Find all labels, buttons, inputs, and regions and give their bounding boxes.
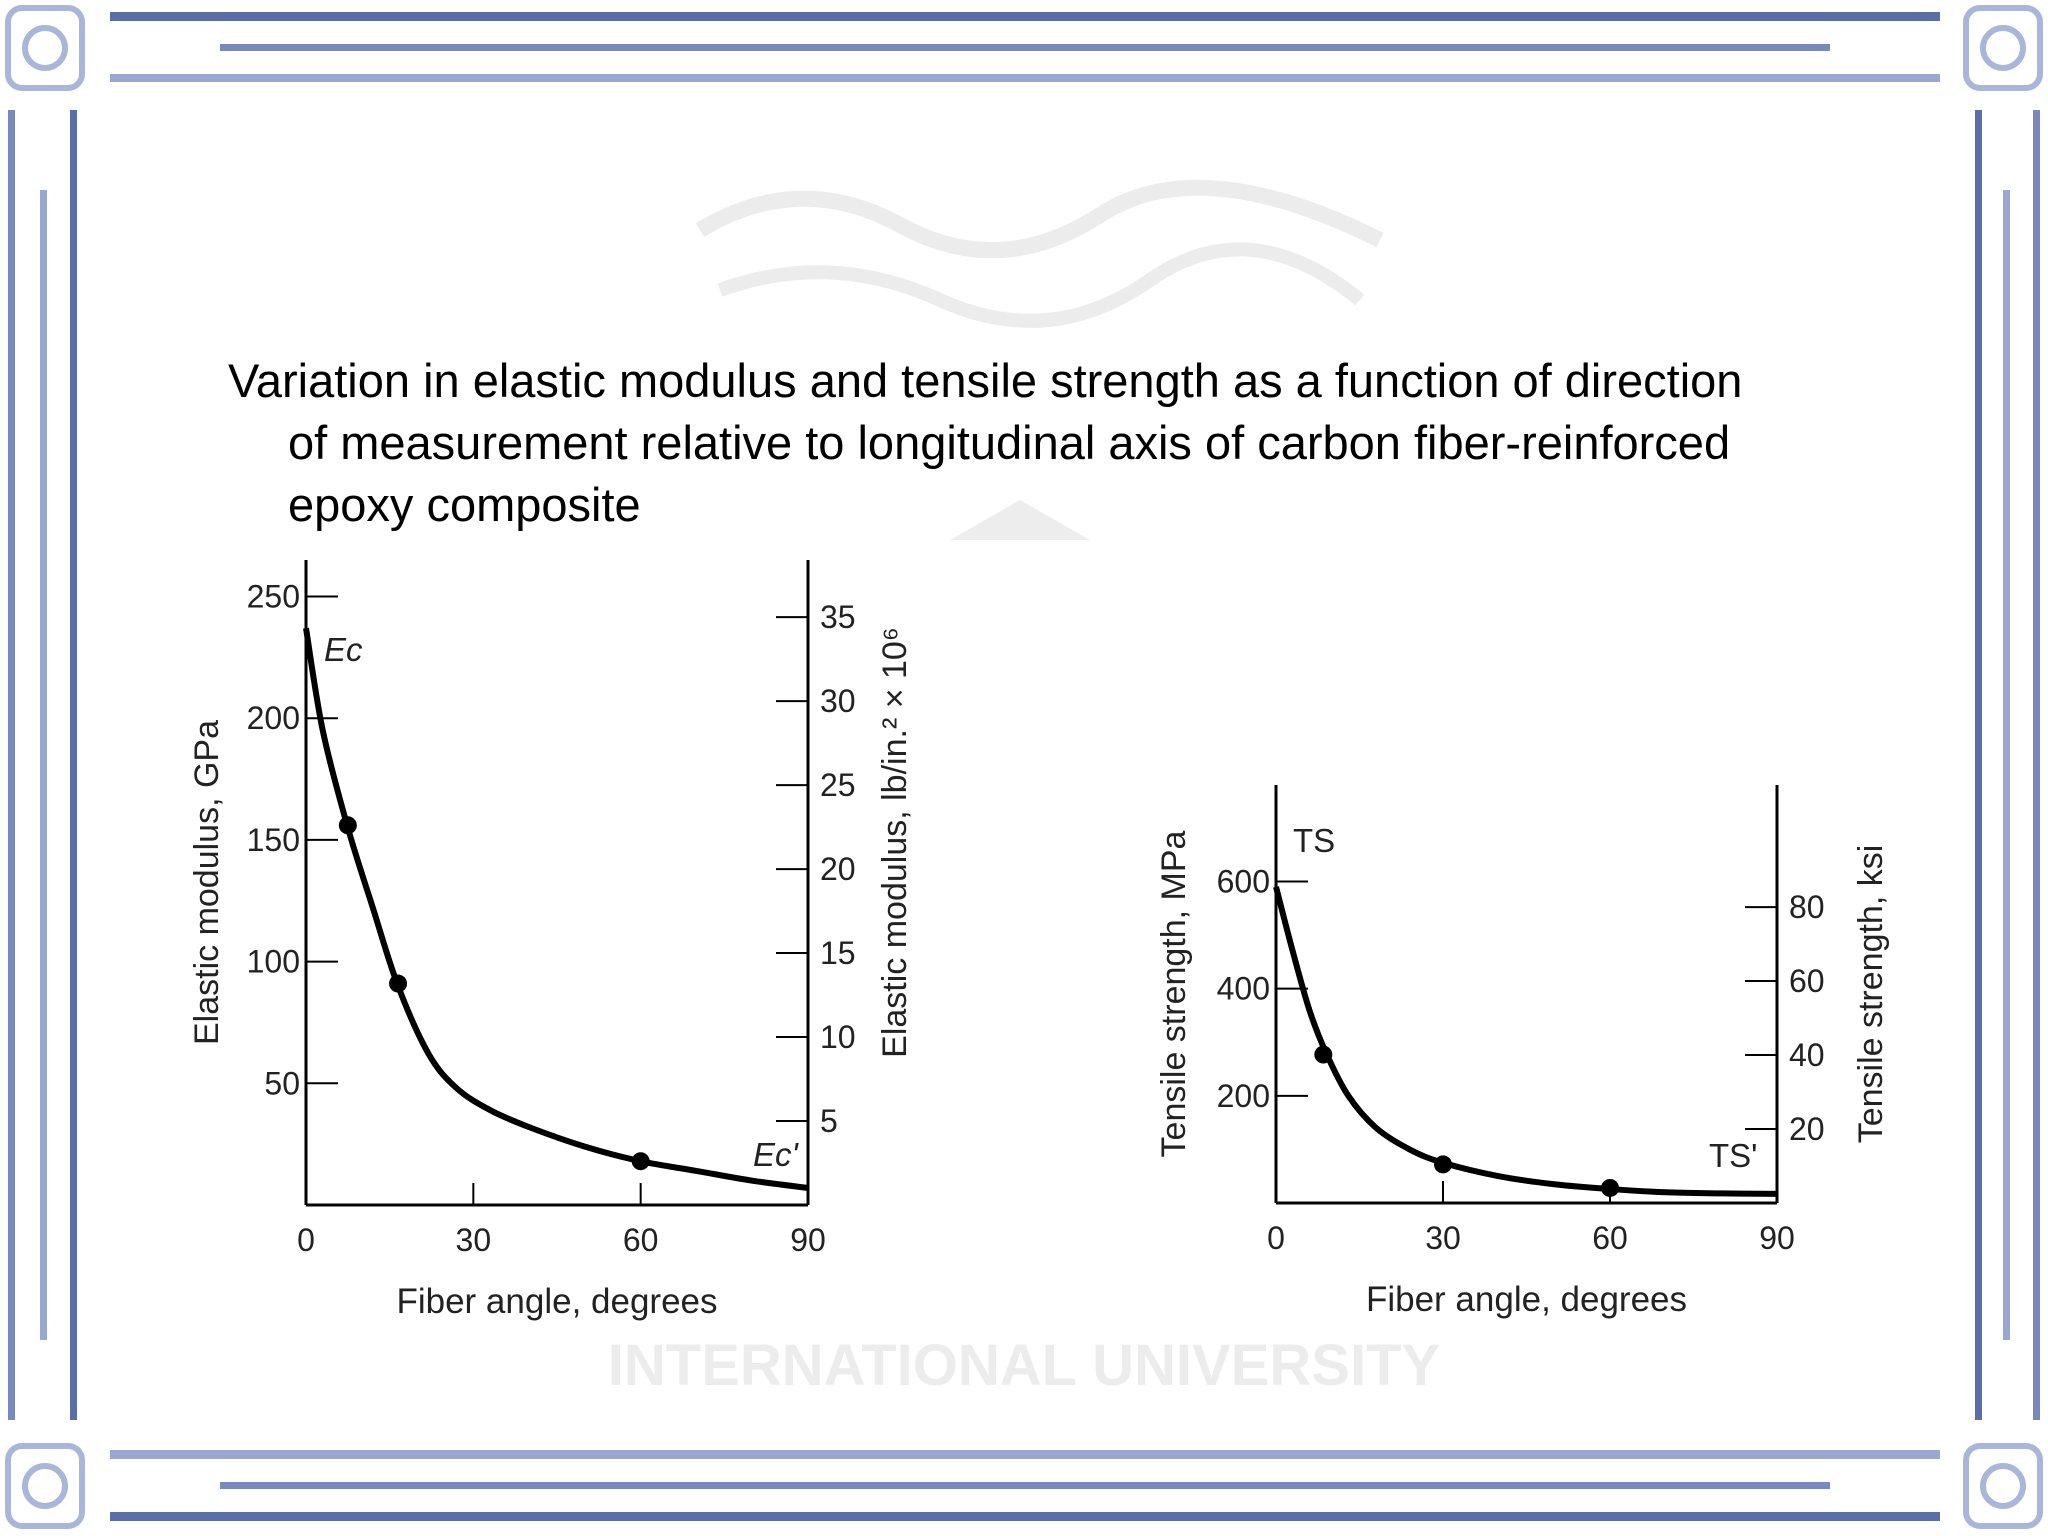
frame-bottom-rule-lower [110,1512,1940,1521]
y-axis-label: Tensile strength, MPa [1155,830,1193,1157]
frame-left-rule-lower [70,110,77,1420]
frame-top-rule-lower [110,74,1940,82]
y2-tick-label: 30 [820,683,856,719]
watermark-text: INTERNATIONAL UNIVERSITY [608,1333,1440,1398]
x-tick-label: 0 [297,1222,315,1258]
x-tick-label: 60 [623,1222,659,1258]
data-curve [303,627,809,1191]
frame-right-rule-lower [2033,110,2040,1420]
caption-line-2: of measurement relative to longitudinal … [288,416,1731,469]
corner-ornament-bottom-right [1963,1443,2043,1529]
x-tick-label: 0 [1267,1220,1285,1256]
data-point [631,1152,650,1171]
frame-top-rule-inner [220,44,1830,51]
data-curve [1273,886,1778,1197]
y2-tick-label: 80 [1789,889,1825,925]
y-tick-label: 100 [247,944,300,980]
y2-tick-label: 20 [1789,1111,1825,1147]
x-tick-label: 30 [456,1222,492,1258]
y2-tick-label: 20 [820,851,856,887]
frame-top-rule-outer [110,12,1940,21]
x-axis-label: Fiber angle, degrees [1366,1280,1687,1319]
frame-left-rule-inner [40,190,47,1340]
y-tick-label: 50 [264,1065,300,1101]
curve-label-start: TS [1293,822,1335,859]
y2-tick-label: 5 [820,1103,838,1139]
y2-tick-label: 40 [1789,1037,1825,1073]
y-tick-label: 250 [247,579,300,615]
y2-tick-label: 25 [820,767,856,803]
curve-label-end: Ec' [753,1136,800,1173]
y2-tick-label: 60 [1789,963,1825,999]
corner-ornament-top-right [1963,5,2043,91]
y2-axis-label: Tensile strength, ksi [1852,845,1890,1144]
x-tick-label: 30 [1425,1220,1461,1256]
university-logo-watermark: INTERNATIONAL UNIVERSITY [608,179,1440,1398]
x-tick-label: 90 [790,1222,826,1258]
data-point [1314,1045,1333,1064]
data-point [1601,1178,1619,1197]
frame-bottom-rule-outer [110,1450,1940,1459]
y2-tick-label: 15 [820,935,856,971]
y-axis-label: Elastic modulus, GPa [188,720,226,1045]
x-tick-label: 60 [1592,1220,1628,1256]
caption-line-1: Variation in elastic modulus and tensile… [228,354,1743,407]
y-tick-label: 200 [1217,1078,1270,1114]
y-tick-label: 400 [1217,971,1270,1007]
curve-label-start: Ec [324,631,363,668]
curve-label-end: TS' [1709,1137,1757,1174]
data-point [1434,1155,1452,1174]
caption-line-3: epoxy composite [288,478,641,531]
x-axis-label: Fiber angle, degrees [396,1282,717,1321]
y-tick-label: 200 [247,700,300,736]
y2-tick-label: 35 [820,599,856,635]
y2-tick-label: 10 [820,1019,856,1055]
y-tick-label: 600 [1217,863,1270,899]
slide-caption: Variation in elastic modulus and tensile… [228,350,1948,536]
frame-bottom-rule-inner [220,1482,1830,1489]
frame-right-rule-inner [2003,190,2010,1340]
data-point [389,974,408,993]
frame-right-rule-outer [1975,110,1982,1420]
y-tick-label: 150 [247,822,300,858]
corner-ornament-top-left [5,5,85,91]
y2-axis-label: Elastic modulus, lb/in.² × 10⁶ [876,627,914,1058]
data-point [338,816,357,835]
x-tick-label: 90 [1759,1220,1795,1256]
corner-ornament-bottom-left [5,1443,85,1529]
frame-left-rule-outer [8,110,15,1420]
